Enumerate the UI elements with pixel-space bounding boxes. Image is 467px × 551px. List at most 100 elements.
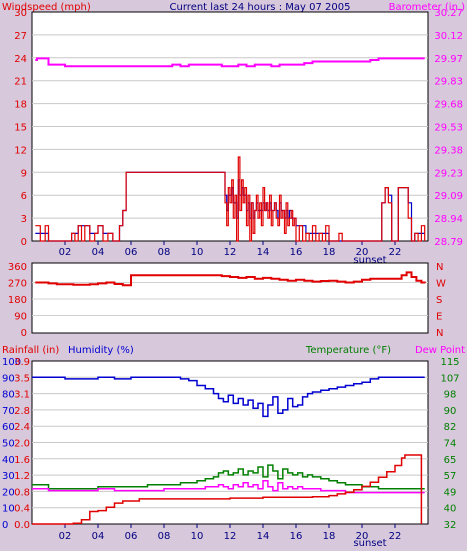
wind-x-axis: 02 04 06 08 10 12 14 16 18 20 22 bbox=[59, 241, 402, 258]
wind-y-tick-label: 24 bbox=[14, 54, 27, 65]
rainfall-y-tick-label: 0.8 bbox=[14, 487, 30, 498]
wind-y-tick-label: 15 bbox=[14, 123, 27, 134]
wind-y-tick-label: 27 bbox=[14, 31, 27, 42]
compass-label: W bbox=[436, 279, 446, 290]
humidity-y-tick-label: 40 bbox=[2, 455, 15, 466]
temperature-y-tick-label: 40 bbox=[444, 504, 457, 515]
rainfall-line bbox=[32, 454, 423, 525]
wind-x-tick-label: 22 bbox=[389, 247, 402, 258]
barometer-y-tick-label: 29.83 bbox=[434, 77, 463, 88]
chart-title: Current last 24 hours : May 07 2005 bbox=[170, 2, 351, 13]
humidity-y-tick-label: 80 bbox=[2, 390, 15, 401]
barometer-title: Barometer (in.) bbox=[389, 2, 465, 13]
barometer-y-tick-label: 29.23 bbox=[434, 168, 463, 179]
rain-x-tick-label: 20 bbox=[356, 531, 369, 542]
wind-x-tick-label: 18 bbox=[323, 247, 336, 258]
wind-y-tick-label: 12 bbox=[14, 145, 27, 156]
rain-x-tick-label: 14 bbox=[257, 531, 270, 542]
rainfall-title: Rainfall (in) bbox=[2, 345, 59, 356]
wind-y-tick-label: 6 bbox=[21, 191, 27, 202]
rain-x-tick-label: 10 bbox=[191, 531, 204, 542]
rain-x-tick-label: 22 bbox=[389, 531, 402, 542]
rainfall-y-axis: 0.0 0.4 0.8 1.2 1.6 2.0 2.4 2.8 3.1 3.5 3.9 bbox=[14, 357, 30, 531]
windspeed-title: Windspeed (mph) bbox=[2, 2, 91, 13]
barometer-y-tick-label: 29.53 bbox=[434, 123, 463, 134]
direction-series bbox=[35, 271, 426, 287]
wind-y-tick-label: 3 bbox=[21, 214, 27, 225]
direction-plot-area bbox=[31, 262, 429, 334]
temperature-y-tick-label: 90 bbox=[444, 406, 457, 417]
temperature-y-tick-label: 98 bbox=[444, 390, 457, 401]
rain-x-tick-label: 18 bbox=[323, 531, 336, 542]
rainfall-y-tick-label: 2.8 bbox=[14, 406, 30, 417]
wind-y-tick-label: 21 bbox=[14, 77, 27, 88]
direction-y-tick-label: 270 bbox=[8, 279, 27, 290]
rainfall-y-tick-label: 2.4 bbox=[14, 422, 30, 433]
barometer-line bbox=[35, 57, 425, 68]
sunset-label-bottom: sunset bbox=[353, 538, 386, 549]
barometer-y-tick-label: 30.27 bbox=[434, 8, 463, 19]
temperature-y-tick-label: 74 bbox=[444, 439, 457, 450]
direction-y-tick-label: 0 bbox=[21, 328, 27, 339]
humidity-y-tick-label: 60 bbox=[2, 422, 15, 433]
wind-series bbox=[35, 57, 426, 242]
direction-y-tick-label: 360 bbox=[8, 262, 27, 273]
barometer-y-tick-label: 29.97 bbox=[434, 54, 463, 65]
rain-grid bbox=[32, 376, 428, 509]
wind-x-tick-label: 10 bbox=[191, 247, 204, 258]
humidity-title: Humidity (%) bbox=[68, 345, 134, 356]
rain-x-tick-label: 08 bbox=[158, 531, 171, 542]
sunset-label: sunset bbox=[353, 255, 386, 266]
humidity-y-tick-label: 100 bbox=[2, 357, 21, 368]
rainfall-y-tick-label: 3.9 bbox=[14, 357, 30, 368]
wind-y-tick-label: 18 bbox=[14, 100, 27, 111]
wind-x-tick-label: 04 bbox=[92, 247, 105, 258]
temperature-y-tick-label: 82 bbox=[444, 422, 457, 433]
rain-humidity-panel: 0 10 20 30 40 50 60 70 80 90 100 0.0 0.4 0.8 1.2 1.6 2.… bbox=[2, 357, 460, 549]
temperature-y-tick-label: 107 bbox=[440, 373, 459, 384]
compass-label: E bbox=[436, 312, 442, 323]
rain-x-tick-label: 06 bbox=[125, 531, 138, 542]
wind-y-axis-left: 0 3 6 9 12 15 18 21 24 27 30 bbox=[14, 8, 27, 248]
wind-x-tick-label: 06 bbox=[125, 247, 138, 258]
barometer-y-tick-label: 30.12 bbox=[434, 31, 463, 42]
dewpoint-line bbox=[32, 480, 425, 494]
wind-y-tick-label: 30 bbox=[14, 8, 27, 19]
temperature-y-tick-label: 65 bbox=[444, 455, 457, 466]
compass-label: N bbox=[436, 328, 443, 339]
direction-y-tick-label: 180 bbox=[8, 295, 27, 306]
rainfall-y-tick-label: 2.0 bbox=[14, 439, 30, 450]
wind-grid bbox=[32, 34, 428, 219]
direction-line bbox=[35, 271, 426, 287]
wind-x-tick-label: 08 bbox=[158, 247, 171, 258]
rain-x-tick-label: 12 bbox=[224, 531, 237, 542]
rainfall-y-tick-label: 3.1 bbox=[14, 390, 30, 401]
rainfall-y-tick-label: 1.2 bbox=[14, 471, 30, 482]
humidity-y-tick-label: 50 bbox=[2, 439, 15, 450]
dewpoint-title: Dew Point bbox=[415, 345, 465, 356]
direction-y-axis-left: 0 90 180 270 360 bbox=[8, 262, 27, 339]
barometer-y-tick-label: 29.68 bbox=[434, 100, 463, 111]
wind-x-tick-label: 12 bbox=[224, 247, 237, 258]
windspeed-line bbox=[35, 156, 426, 242]
humidity-y-tick-label: 90 bbox=[2, 373, 15, 384]
rainfall-y-tick-label: 1.6 bbox=[14, 455, 30, 466]
rain-x-axis: 02 04 06 08 10 12 14 16 18 20 22 bbox=[59, 524, 402, 542]
rain-series bbox=[32, 376, 425, 525]
rain-x-tick-label: 02 bbox=[59, 531, 72, 542]
temperature-title: Temperature (°F) bbox=[305, 345, 391, 356]
rainfall-y-tick-label: 0.0 bbox=[14, 520, 30, 531]
temperature-line bbox=[32, 464, 425, 490]
compass-label: N bbox=[436, 262, 443, 273]
humidity-y-tick-label: 10 bbox=[2, 504, 15, 515]
humidity-y-axis: 0 10 20 30 40 50 60 70 80 90 100 bbox=[2, 357, 21, 531]
humidity-y-tick-label: 30 bbox=[2, 471, 15, 482]
humidity-y-tick-label: 0 bbox=[2, 520, 8, 531]
humidity-y-tick-label: 70 bbox=[2, 406, 15, 417]
rain-x-tick-label: 04 bbox=[92, 531, 105, 542]
rain-x-tick-label: 16 bbox=[290, 531, 303, 542]
